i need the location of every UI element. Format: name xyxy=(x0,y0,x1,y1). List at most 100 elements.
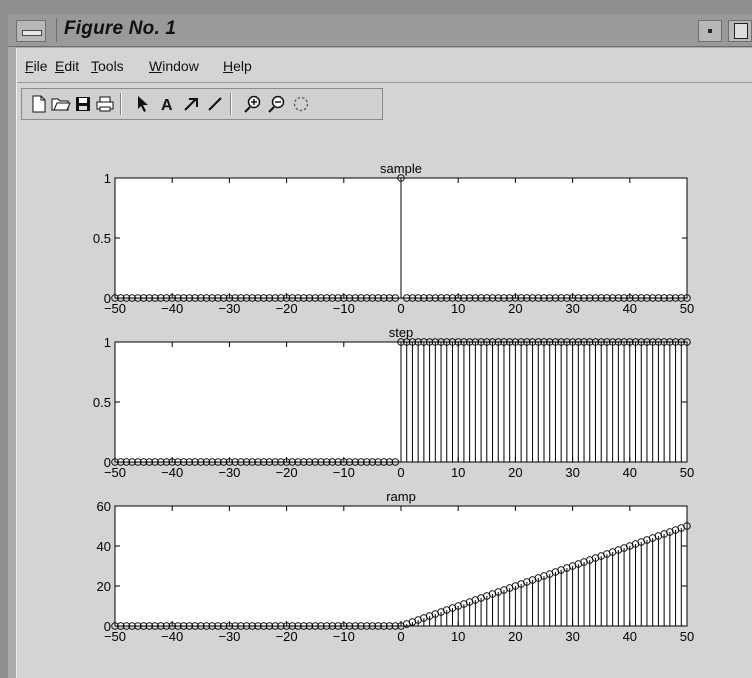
stem-marker xyxy=(300,294,308,302)
stem-marker xyxy=(122,458,131,466)
stem-marker xyxy=(443,294,451,302)
insert-line-icon[interactable] xyxy=(204,93,226,115)
stem-marker xyxy=(374,458,382,466)
x-tick-label: −20 xyxy=(276,629,298,644)
x-tick-label: 20 xyxy=(508,301,522,316)
open-file-icon[interactable] xyxy=(50,93,72,115)
stem-marker xyxy=(139,458,148,466)
x-tick-label: 40 xyxy=(623,465,637,480)
stem-marker xyxy=(654,338,663,346)
menu-help[interactable]: Help xyxy=(223,58,252,74)
stem-marker xyxy=(191,294,199,302)
menu-edit[interactable]: Edit xyxy=(55,58,80,74)
stem-marker xyxy=(540,338,548,346)
stem-marker xyxy=(414,294,422,302)
stem-marker xyxy=(454,294,462,302)
stem-marker xyxy=(431,338,440,346)
stem-marker xyxy=(282,458,291,466)
stem-marker xyxy=(380,294,388,302)
stem-marker xyxy=(116,294,125,302)
print-icon[interactable] xyxy=(94,93,116,115)
menu-window[interactable]: Window xyxy=(149,58,199,74)
stem-marker xyxy=(671,338,680,346)
stem-marker xyxy=(551,338,560,346)
stem-marker xyxy=(626,294,634,302)
x-tick-label: −30 xyxy=(218,301,240,316)
stem-marker xyxy=(488,294,497,302)
stem-marker xyxy=(574,294,583,302)
stem-marker xyxy=(528,338,537,346)
stem-marker xyxy=(471,338,480,346)
title-bar[interactable]: Figure No. 1 xyxy=(8,14,752,47)
stem-marker xyxy=(677,294,686,302)
stem-marker xyxy=(265,294,274,302)
x-tick-label: 10 xyxy=(451,301,465,316)
stem-marker xyxy=(505,338,514,346)
stem-marker xyxy=(374,294,382,302)
x-tick-label: −30 xyxy=(218,465,240,480)
stem-marker xyxy=(540,294,548,302)
stem-marker xyxy=(408,294,417,302)
menu-file[interactable]: File xyxy=(25,58,48,74)
x-tick-label: 40 xyxy=(623,301,637,316)
stem-marker xyxy=(225,294,234,302)
stem-marker xyxy=(202,458,211,466)
stem-marker xyxy=(591,294,600,302)
rotate-icon[interactable] xyxy=(290,93,312,115)
stem-marker xyxy=(603,294,611,302)
insert-text-icon[interactable]: A xyxy=(156,93,178,115)
x-tick-label: 30 xyxy=(565,465,579,480)
new-file-icon[interactable] xyxy=(28,93,50,115)
save-icon[interactable] xyxy=(72,93,94,115)
stem-marker xyxy=(185,458,194,466)
x-tick-label: 0 xyxy=(397,629,404,644)
y-tick-label: 40 xyxy=(97,539,111,554)
stem-marker xyxy=(580,338,588,346)
stem-marker xyxy=(242,622,251,630)
stem-marker xyxy=(334,294,342,302)
maximize-button[interactable] xyxy=(728,20,752,42)
stem-marker xyxy=(608,338,617,346)
stem-marker xyxy=(162,294,171,302)
zoom-out-icon[interactable] xyxy=(266,93,288,115)
stem-marker xyxy=(122,622,131,630)
figure-client-area: File Edit Tools Window Help xyxy=(16,48,752,678)
stem-marker xyxy=(505,294,514,302)
x-tick-label: −10 xyxy=(333,465,355,480)
stem-marker xyxy=(208,458,216,466)
stem-marker xyxy=(157,294,165,302)
stem-marker xyxy=(357,622,365,630)
x-tick-label: −10 xyxy=(333,301,355,316)
stem-marker xyxy=(340,294,348,302)
stem-plot-step: step −50 −40 −30 −20 −10 0 10 20 30 40 50 0 0.5 1 xyxy=(93,325,694,480)
stem-marker xyxy=(111,458,119,466)
x-tick-label: −40 xyxy=(161,629,183,644)
minimize-button[interactable] xyxy=(698,20,722,42)
stem-marker xyxy=(128,622,136,630)
stem-marker xyxy=(380,458,388,466)
stem-marker xyxy=(460,294,468,302)
stem-marker xyxy=(391,622,400,630)
stem-marker xyxy=(414,338,422,346)
stem-marker xyxy=(465,294,474,302)
menu-tools[interactable]: Tools xyxy=(91,58,124,74)
x-tick-label: 40 xyxy=(623,629,637,644)
stem-marker xyxy=(174,458,182,466)
x-tick-label: −20 xyxy=(276,301,298,316)
x-tick-label: −40 xyxy=(161,465,183,480)
window-menu-button[interactable] xyxy=(16,20,46,42)
figure-canvas[interactable]: sample−50 −40 −30 −20 −10 0 10 20 30 40 5000.51ste… xyxy=(17,128,752,678)
stem-marker xyxy=(534,294,543,302)
x-tick-label: 20 xyxy=(508,629,522,644)
stem-marker xyxy=(620,294,628,302)
insert-arrow-icon[interactable] xyxy=(180,93,202,115)
select-arrow-icon[interactable] xyxy=(132,93,154,115)
stem-marker xyxy=(259,622,268,630)
stem-marker xyxy=(185,294,194,302)
stem-marker xyxy=(317,622,325,630)
toolbar-separator xyxy=(120,93,122,115)
stem-marker xyxy=(219,294,228,302)
zoom-in-icon[interactable] xyxy=(242,93,264,115)
stem-marker xyxy=(397,174,405,182)
stem-marker xyxy=(437,294,445,302)
